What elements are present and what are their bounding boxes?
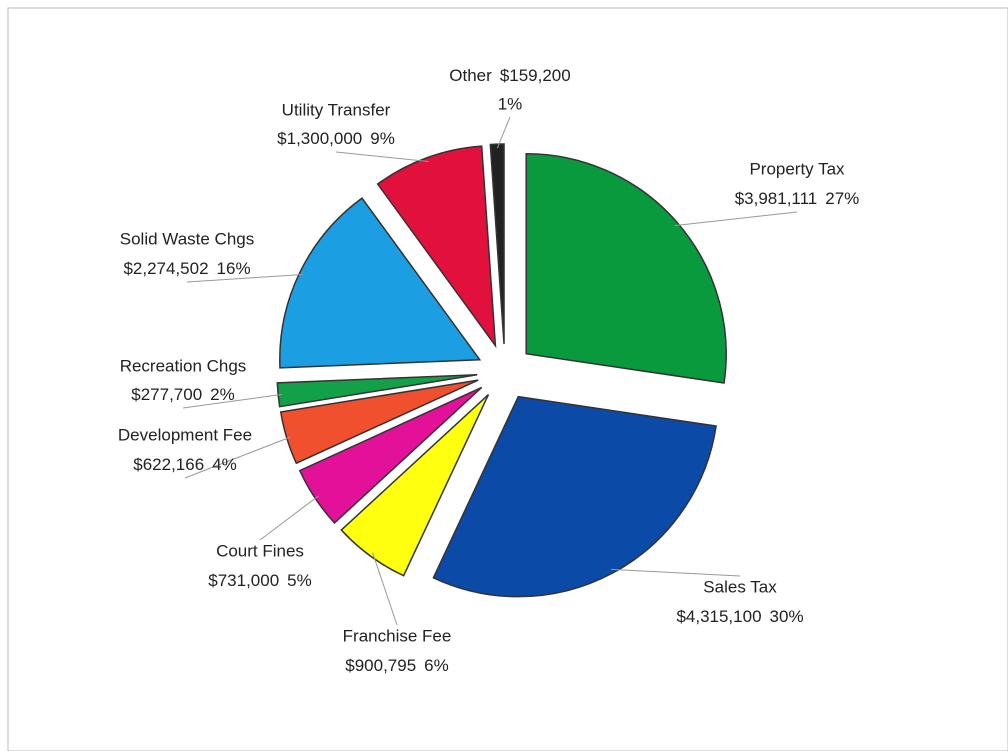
category-label: Other (449, 66, 492, 85)
pie-slice (279, 197, 482, 369)
percent-label: 30% (770, 607, 804, 626)
leader-line (182, 393, 283, 409)
leader-line (259, 495, 319, 541)
category-label: Solid Waste Chgs (120, 229, 254, 248)
value-label: $277,700 (131, 385, 202, 404)
value-label: $2,274,502 (123, 259, 208, 278)
category-label: Sales Tax (703, 577, 777, 596)
slice-value: $1,300,000 9% (277, 129, 395, 148)
category-label: Property Tax (749, 159, 845, 178)
category-label: Court Fines (216, 541, 304, 560)
value-label: $900,795 (345, 656, 416, 675)
percent-label: 5% (287, 571, 312, 590)
value-label: $159,200 (500, 66, 571, 85)
percent-label: 6% (424, 656, 449, 675)
category-label: Recreation Chgs (120, 356, 247, 375)
value-label: $4,315,100 (676, 607, 761, 626)
leader-line (184, 436, 291, 479)
pie-slice (489, 143, 505, 345)
slice-value: $2,274,502 16% (123, 259, 250, 278)
category-label: Franchise Fee (343, 626, 452, 645)
percent-label: 2% (210, 385, 235, 404)
value-label: $622,166 (133, 455, 204, 474)
percent-label: 1% (498, 94, 523, 113)
leader-line (372, 552, 398, 626)
pie-slice (525, 152, 727, 384)
leader-line (674, 211, 798, 227)
slice-value: $900,795 6% (345, 656, 448, 675)
value-label: $1,300,000 (277, 129, 362, 148)
frame (7, 7, 1008, 751)
value-label: $731,000 (208, 571, 279, 590)
percent-label: 4% (212, 455, 237, 474)
pie-slice (376, 145, 497, 349)
leader-line (496, 116, 511, 149)
value-label: $3,981,111 (735, 189, 818, 208)
slice-value: $277,700 2% (131, 385, 234, 404)
slice-label: Other $159,200 (449, 66, 570, 85)
pie-slice (340, 394, 490, 577)
slice-value: $3,981,111 27% (735, 189, 860, 208)
category-label: Development Fee (118, 425, 252, 444)
slice-value: $4,315,100 30% (676, 607, 803, 626)
leader-line (335, 151, 429, 163)
leader-line (610, 568, 741, 577)
slice-value: $622,166 4% (133, 455, 236, 474)
pie-slice (432, 395, 717, 598)
percent-label: 9% (370, 129, 395, 148)
slice-value: $731,000 5% (208, 571, 311, 590)
percent-label: 27% (825, 189, 859, 208)
percent-label: 16% (217, 259, 251, 278)
category-label: Utility Transfer (282, 100, 391, 119)
leader-line (186, 273, 304, 283)
